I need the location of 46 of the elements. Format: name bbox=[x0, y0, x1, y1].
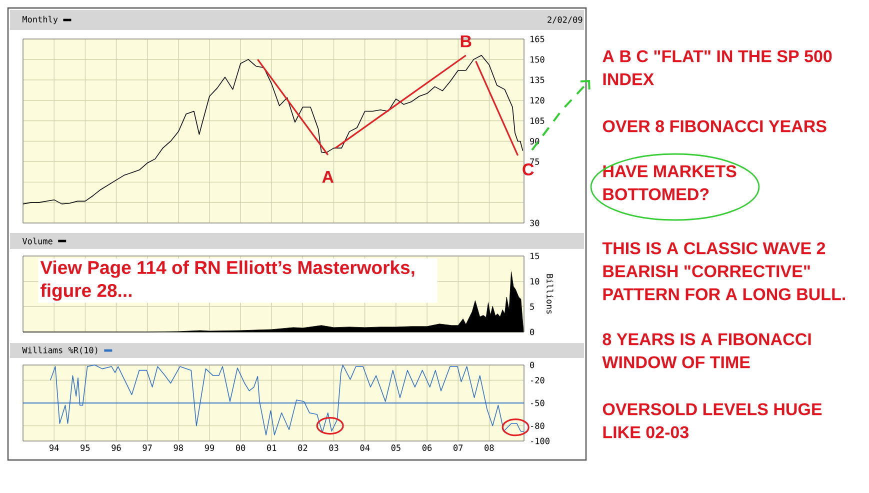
y-tick-label: 75 bbox=[530, 158, 540, 165]
y-tick-label: 0 bbox=[530, 362, 534, 368]
y-tick-label: -50 bbox=[531, 400, 544, 406]
y-tick-label: 0 bbox=[530, 328, 534, 336]
x-tick-label: 98 bbox=[174, 444, 183, 451]
y-tick-label: -20 bbox=[531, 376, 544, 384]
x-tick-label: 00 bbox=[236, 444, 246, 451]
x-tick-label: 95 bbox=[80, 444, 90, 451]
x-tick-label: 05 bbox=[391, 444, 400, 451]
chart-title: Volume bbox=[22, 238, 52, 244]
x-tick-label: 06 bbox=[422, 444, 432, 451]
annotation: C bbox=[522, 163, 534, 176]
y-tick-label: 120 bbox=[530, 97, 544, 104]
y-tick-label: 135 bbox=[530, 76, 544, 84]
annotation: B bbox=[460, 35, 472, 48]
x-tick-label: 96 bbox=[112, 444, 121, 451]
chart-title: Monthly bbox=[22, 16, 58, 24]
y-tick-label: 30 bbox=[530, 220, 540, 226]
x-tick-label: 08 bbox=[484, 444, 494, 451]
x-tick-label: 94 bbox=[49, 444, 59, 451]
text: HAVE MARKETS BOTTOMED? bbox=[603, 165, 736, 200]
y-tick-label: 15 bbox=[530, 252, 540, 260]
y-tick-label: 10 bbox=[530, 278, 540, 285]
y-tick-label: 105 bbox=[530, 118, 544, 124]
y-tick-label: -100 bbox=[531, 438, 550, 444]
text: 2/02/09 bbox=[548, 16, 582, 24]
y-tick-label: -80 bbox=[531, 422, 544, 430]
text: A B C "FLAT" IN THE SP 500 INDEX bbox=[602, 50, 832, 86]
x-tick-label: 07 bbox=[454, 444, 463, 451]
x-tick-label: 99 bbox=[204, 444, 214, 451]
x-tick-label: 02 bbox=[298, 444, 308, 451]
text: 8 YEARS IS A FIBONACCI WINDOW OF TIME bbox=[602, 333, 811, 368]
chart-title: Williams %R(10) bbox=[22, 346, 98, 354]
x-tick-label: 01 bbox=[267, 444, 276, 451]
annotation: View Page 114 of RN Elliott’s Masterworks, figure 28... bbox=[40, 260, 414, 301]
text: OVERSOLD LEVELS HUGE LIKE 02-03 bbox=[602, 403, 822, 438]
x-tick-label: 04 bbox=[360, 444, 370, 451]
y-tick-label: 165 bbox=[530, 36, 544, 42]
text: THIS IS A CLASSIC WAVE 2 BEARISH "CORRECTIVE" PATTERN FOR A LONG BULL. bbox=[602, 242, 845, 300]
text: OVER 8 FIBONACCI YEARS bbox=[602, 120, 826, 132]
y-axis-title: Billions bbox=[546, 274, 554, 314]
y-tick-label: 5 bbox=[530, 304, 534, 310]
x-tick-label: 97 bbox=[142, 444, 152, 451]
annotation: A bbox=[322, 171, 334, 183]
x-tick-label: 03 bbox=[329, 444, 338, 451]
y-tick-label: 150 bbox=[530, 56, 544, 63]
